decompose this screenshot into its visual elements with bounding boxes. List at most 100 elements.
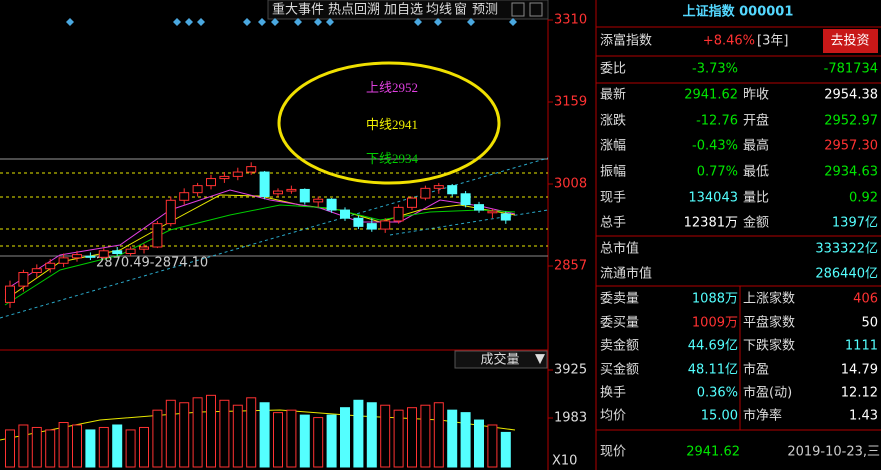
candle-body [165, 199, 176, 225]
event-marker [197, 18, 205, 26]
volume-bar [98, 426, 109, 468]
row-value: 12.12 [841, 386, 878, 401]
candle-body [72, 254, 82, 259]
toolbar-button[interactable]: 预测 [472, 3, 498, 18]
row-label: 换手 [600, 386, 626, 401]
indicator-menu-label[interactable]: 成交量 [480, 352, 519, 368]
volume-bar [85, 429, 96, 468]
row-label: 开盘 [743, 113, 769, 129]
volume-bar [259, 402, 270, 468]
row-label: 振幅 [600, 165, 626, 180]
row-label: 最低 [743, 165, 769, 180]
volume-bar [447, 409, 458, 468]
annotation-ellipse [277, 61, 501, 185]
row-value: -12.76 [696, 114, 738, 129]
candle-body [246, 166, 257, 173]
event-marker [294, 18, 302, 26]
panel-title: 上证指数 000001 [683, 4, 794, 20]
event-marker [271, 18, 279, 26]
row-label: 涨跌 [600, 113, 626, 129]
row-label: 总手 [600, 216, 626, 231]
footer-label: 现价 [600, 445, 626, 460]
candle-body [366, 223, 377, 230]
row-value: -3.73% [692, 62, 738, 77]
row-value: 2941.62 [684, 88, 738, 103]
row-value: 1111 [845, 339, 878, 354]
candle-body [206, 178, 216, 187]
toolbar-button[interactable]: 均线 [426, 3, 452, 18]
y-tick-label: 3159 [554, 95, 587, 110]
volume-bar [286, 409, 297, 468]
candle-body [286, 188, 297, 192]
row-label: 下跌家数 [743, 338, 795, 354]
row-value: 14.79 [841, 363, 878, 378]
row-value: 286440亿 [815, 267, 878, 282]
candle-body [313, 198, 324, 203]
event-marker [258, 18, 266, 26]
candle-body [259, 171, 270, 197]
event-marker [173, 18, 181, 26]
candle-body [179, 192, 190, 201]
toolbar-items: 重大事件 热点回溯 加自选 均线窗预测 [272, 2, 543, 18]
volume-bar [112, 424, 123, 468]
annotation-lower: 下线2934 [366, 151, 419, 166]
candle-body [85, 255, 96, 258]
candle-body [474, 204, 484, 211]
row-value: 2957.30 [824, 139, 878, 154]
toolbar-icon [529, 2, 543, 17]
row-label: 市净率 [743, 408, 782, 424]
toolbar-button[interactable]: 窗 [454, 2, 467, 18]
volume-bar [380, 404, 391, 468]
candle-body [340, 209, 350, 219]
row-value: 15.00 [701, 409, 738, 424]
volume-bar [326, 414, 337, 468]
row-value: 48.11亿 [688, 363, 738, 378]
row-label: 最高 [743, 138, 769, 154]
row-label: 平盘家数 [743, 315, 795, 331]
event-marker [509, 18, 517, 26]
row-label: 市盈 [743, 362, 769, 378]
row-label: 最新 [600, 87, 626, 103]
candle-body [447, 185, 458, 195]
volume-bar [460, 412, 471, 468]
row-value: 2952.97 [824, 114, 878, 129]
row-value: 12381万 [684, 216, 738, 231]
volume-bar [246, 397, 257, 468]
invest-button[interactable] [823, 29, 878, 53]
volume-bar [139, 426, 149, 468]
y-tick-label: 3925 [554, 363, 587, 378]
volume-bar [45, 429, 56, 468]
annotation-middle: 中线2941 [366, 117, 418, 132]
volume-bar [353, 399, 364, 468]
volume-bar [125, 429, 136, 468]
volume-bar [58, 422, 69, 468]
volume-bar [31, 426, 42, 468]
toolbar-button[interactable]: 重大事件 [272, 2, 324, 18]
indicator-menu[interactable] [454, 350, 548, 369]
volume-bar [192, 397, 203, 468]
volume-bar [5, 429, 15, 468]
candle-body [125, 248, 136, 255]
y-tick-label: 2857 [554, 259, 587, 274]
candle-body [420, 187, 431, 199]
candle-body [407, 197, 417, 208]
invest-button-label[interactable]: 去投资 [830, 33, 869, 49]
y-tick-label: 3008 [554, 177, 587, 192]
volume-bar [179, 402, 190, 468]
row-label: 上涨家数 [743, 291, 795, 307]
volume-bar [273, 412, 283, 468]
row-label: 买金额 [600, 362, 639, 378]
row-label: 委比 [600, 62, 626, 77]
fund-period[interactable]: [3年] [757, 34, 788, 49]
candle-body [353, 217, 364, 227]
toolbar-button[interactable]: 热点回溯 [328, 2, 380, 18]
row-label: 现手 [600, 191, 626, 206]
row-value: 0.36% [697, 386, 738, 401]
row-value: 44.69亿 [688, 339, 738, 354]
footer-value: 2941.62 [686, 445, 740, 460]
event-marker [326, 18, 334, 26]
volume-bar [393, 409, 404, 468]
volume-bar [232, 404, 243, 468]
toolbar-button[interactable]: 加自选 [384, 3, 423, 18]
